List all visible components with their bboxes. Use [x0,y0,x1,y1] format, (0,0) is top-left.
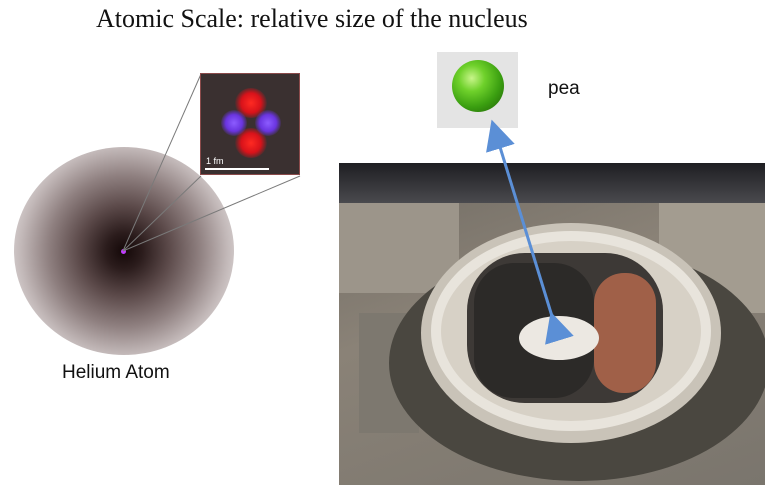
pea-to-center-arrow [486,119,574,345]
helium-nucleus-dot [121,249,126,254]
scale-bar [205,168,269,170]
pea-label: pea [548,78,580,99]
scale-bar-label: 1 fm [206,156,224,166]
stadium-stands-right [594,273,656,393]
neutron-left [221,110,247,136]
pea-photo [437,52,518,128]
page-title: Atomic Scale: relative size of the nucle… [96,4,528,33]
helium-atom-label: Helium Atom [62,362,170,383]
zoom-line-middle [122,175,202,252]
zoom-line-bottom [122,175,301,252]
nucleus-zoom-inset: 1 fm [200,73,300,175]
zoom-line-top [122,73,202,252]
city-block-left [339,203,459,293]
pea-image [452,60,504,112]
neutron-right [255,110,281,136]
